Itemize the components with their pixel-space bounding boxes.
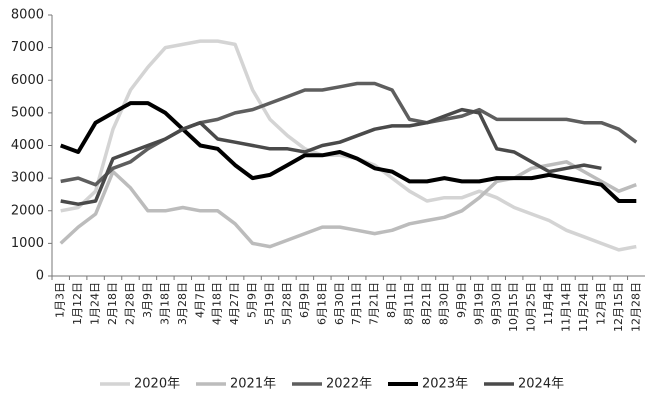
x-tick-label: 2月18日 [106,282,119,325]
x-tick-label: 10月15日 [507,282,520,332]
x-tick-label: 8月30日 [437,282,450,325]
x-tick-label: 1月24日 [89,282,102,325]
x-tick-label: 2月28日 [123,282,136,325]
x-tick-label: 11月4日 [542,282,555,325]
y-tick-label: 7000 [11,40,44,55]
series-line [60,107,602,206]
legend-label: 2020年 [134,377,180,392]
x-tick-label: 11月14日 [560,282,573,332]
y-tick-label: 6000 [11,73,44,88]
x-tick-label: 1月3日 [54,282,67,318]
x-tick-label: 7月21日 [368,282,381,325]
x-tick-label: 6月30日 [333,282,346,325]
x-tick-label: 12月28日 [629,282,642,332]
y-tick-label: 5000 [11,105,44,120]
x-tick-label: 12月15日 [612,282,625,332]
y-tick-label: 3000 [11,171,44,186]
x-tick-label: 8月11日 [403,282,416,325]
x-tick-label: 7月11日 [350,282,363,325]
x-tick-label: 1月12日 [71,282,84,325]
y-tick-label: 2000 [11,203,44,218]
x-tick-label: 4月18日 [211,282,224,325]
x-tick-label: 11月24日 [577,282,590,332]
x-tick-label: 8月1日 [385,282,398,318]
y-tick-label: 4000 [11,138,44,153]
x-tick-label: 5月28日 [280,282,293,325]
legend-label: 2022年 [326,377,372,392]
x-tick-label: 6月9日 [298,282,311,318]
x-tick-label: 8月21日 [420,282,433,325]
series-line [60,81,638,187]
x-tick-label: 10月25日 [525,282,538,332]
x-tick-label: 6月18日 [315,282,328,325]
series-line [60,101,637,203]
y-tick-label: 0 [36,269,44,284]
x-tick-label: 5月9日 [246,282,259,318]
x-tick-label: 4月7日 [193,282,206,318]
x-tick-label: 9月30日 [490,282,503,325]
y-tick-label: 1000 [11,236,44,251]
x-tick-label: 3月9日 [141,282,154,318]
y-tick-label: 8000 [11,8,44,23]
x-tick-label: 3月28日 [176,282,189,325]
x-tick-label: 9月9日 [455,282,468,318]
legend-label: 2023年 [422,377,468,392]
x-tick-label: 5月19日 [263,282,276,325]
x-tick-label: 12月3日 [594,282,607,325]
legend-label: 2024年 [518,377,564,392]
legend-label: 2021年 [230,377,276,392]
x-tick-label: 9月19日 [472,282,485,325]
x-tick-label: 4月27日 [228,282,241,325]
x-tick-label: 3月18日 [158,282,171,325]
